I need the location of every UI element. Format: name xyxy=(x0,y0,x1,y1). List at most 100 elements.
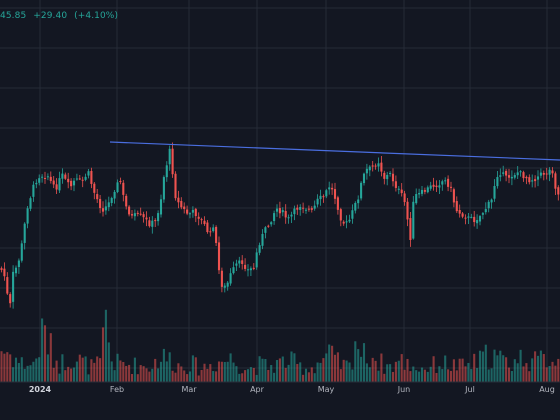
candle-body xyxy=(157,213,160,222)
volume-bar xyxy=(464,366,467,382)
candle-body xyxy=(333,189,337,199)
volume-bar xyxy=(87,374,90,382)
candle-body xyxy=(99,198,102,209)
volume-bar xyxy=(61,354,64,382)
candle-body xyxy=(162,177,165,200)
volume-bar xyxy=(522,366,525,382)
candle-body xyxy=(438,185,441,188)
candle-body xyxy=(548,169,551,175)
volume-bar xyxy=(467,362,470,382)
candle-body xyxy=(455,201,458,212)
candlestick-series[interactable] xyxy=(0,142,560,309)
volume-bar xyxy=(46,354,49,382)
volume-bar xyxy=(29,365,32,382)
volume-bar xyxy=(177,363,180,382)
volume-bar xyxy=(551,361,554,382)
volume-bar xyxy=(293,353,296,382)
trendline-drawing[interactable] xyxy=(109,141,560,161)
candle-body xyxy=(183,206,186,210)
candle-body xyxy=(235,263,238,266)
volume-bar xyxy=(302,374,305,382)
candle-body xyxy=(0,268,3,270)
candle-body xyxy=(296,207,299,210)
candle-body xyxy=(78,178,81,180)
candle-body xyxy=(406,201,409,220)
candle-body xyxy=(554,173,557,189)
candle-body xyxy=(151,220,154,227)
candle-body xyxy=(435,185,438,187)
volume-bar xyxy=(455,370,458,382)
candle-body xyxy=(12,271,15,302)
volume-bar xyxy=(400,354,403,382)
volume-bar xyxy=(296,363,299,382)
volume-bar xyxy=(209,364,212,382)
candle-body xyxy=(331,187,334,190)
volume-bar xyxy=(159,361,163,382)
volume-bar xyxy=(252,367,255,382)
candle-body xyxy=(545,173,548,175)
volume-bar xyxy=(391,371,395,382)
candle-body xyxy=(226,282,229,287)
volume-bar xyxy=(229,353,232,382)
candle-body xyxy=(148,220,151,227)
candle-body xyxy=(302,207,305,209)
candle-body xyxy=(194,208,197,217)
time-axis[interactable]: 2024 Feb Mar Apr May Jun Jul Aug xyxy=(0,381,560,420)
candle-body xyxy=(325,190,328,197)
last-price: 45.85 xyxy=(0,11,27,21)
candle-body xyxy=(3,268,6,277)
volume-bar xyxy=(35,358,38,382)
candle-body xyxy=(241,260,244,264)
volume-bar xyxy=(281,356,284,382)
time-axis-tick-label: Apr xyxy=(250,385,265,394)
volume-bar xyxy=(67,366,70,382)
volume-bar xyxy=(203,363,206,382)
candle-body xyxy=(252,267,255,269)
candle-body xyxy=(255,252,258,268)
volume-bar xyxy=(545,367,548,382)
candle-body xyxy=(90,170,93,184)
candle-body xyxy=(14,267,18,274)
candle-body xyxy=(64,174,67,179)
candle-body xyxy=(217,242,221,271)
candle-body xyxy=(444,180,447,182)
volume-bar xyxy=(412,366,415,382)
candle-body xyxy=(267,225,270,227)
candle-body xyxy=(464,217,467,219)
volume-bar xyxy=(270,365,273,382)
candle-body xyxy=(38,178,41,183)
volume-bar xyxy=(188,371,192,382)
volume-bar xyxy=(394,361,397,382)
volume-bar xyxy=(220,361,223,382)
volume-bar xyxy=(484,344,487,382)
volume-bar xyxy=(238,373,241,382)
volume-bar xyxy=(197,375,200,382)
volume-bar xyxy=(194,357,197,382)
volume-bar xyxy=(313,373,316,382)
volume-bar xyxy=(333,354,337,382)
volume-bar xyxy=(383,373,386,382)
volume-bar xyxy=(258,356,261,382)
volume-bar xyxy=(371,357,374,382)
candle-body xyxy=(380,162,383,172)
volume-bar xyxy=(386,364,389,382)
candle-body xyxy=(362,173,366,184)
volume-bar xyxy=(380,353,383,382)
volume-bar xyxy=(449,370,453,382)
candle-body xyxy=(519,171,522,173)
candle-body xyxy=(258,245,261,253)
volume-bar xyxy=(290,351,293,382)
candle-body xyxy=(557,187,560,195)
volume-bar xyxy=(157,368,160,382)
candle-body xyxy=(481,213,484,215)
candle-body xyxy=(145,217,148,220)
candle-body xyxy=(470,216,473,218)
candle-body xyxy=(478,216,482,222)
volume-bar xyxy=(365,363,368,382)
candle-body xyxy=(284,210,287,218)
candle-body xyxy=(113,191,116,199)
volume-bar xyxy=(339,369,342,382)
candle-body xyxy=(368,166,371,171)
candle-body xyxy=(215,226,218,243)
